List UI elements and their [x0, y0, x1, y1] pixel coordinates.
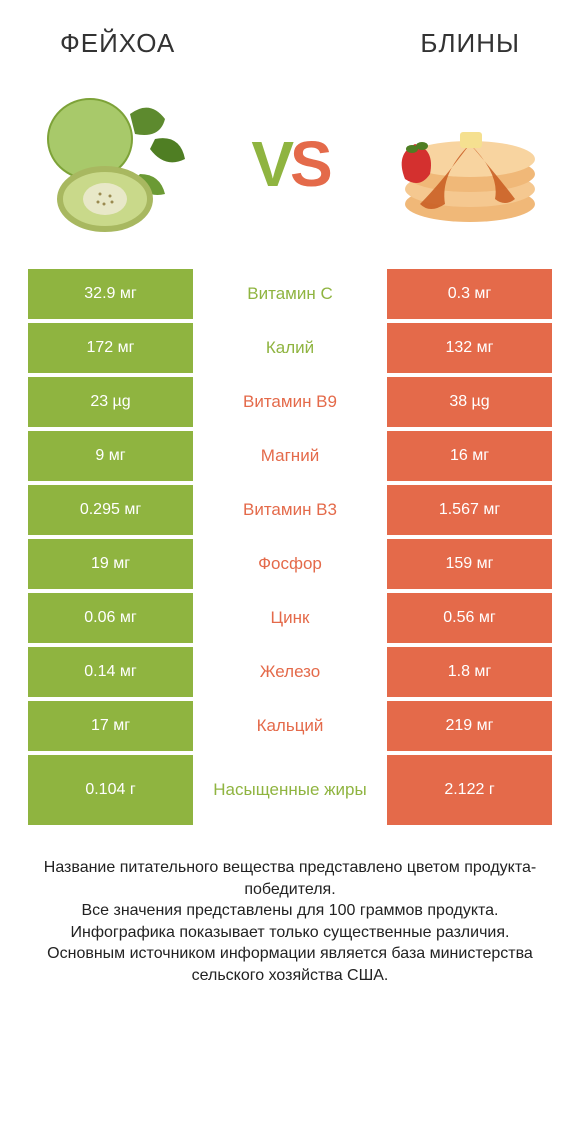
vs-label: VS [251, 127, 328, 201]
value-right: 1.8 мг [387, 647, 552, 697]
value-left: 32.9 мг [28, 269, 193, 319]
table-row: 19 мгФосфор159 мг [28, 539, 552, 589]
value-right: 132 мг [387, 323, 552, 373]
nutrient-name: Витамин C [193, 269, 387, 319]
nutrient-name: Фосфор [193, 539, 387, 589]
table-row: 0.295 мгВитамин B31.567 мг [28, 485, 552, 535]
hero-row: VS [0, 69, 580, 269]
nutrient-name: Насыщенные жиры [193, 755, 387, 825]
table-row: 32.9 мгВитамин C0.3 мг [28, 269, 552, 319]
footer-line: Основным источником информации является … [20, 943, 560, 986]
vs-s: S [290, 128, 329, 200]
table-row: 17 мгКальций219 мг [28, 701, 552, 751]
footer-line: Все значения представлены для 100 граммо… [20, 900, 560, 922]
value-right: 0.56 мг [387, 593, 552, 643]
value-left: 23 µg [28, 377, 193, 427]
pancakes-image [370, 84, 550, 244]
value-left: 9 мг [28, 431, 193, 481]
value-left: 0.14 мг [28, 647, 193, 697]
feijoa-image [30, 84, 210, 244]
nutrient-name: Витамин B9 [193, 377, 387, 427]
value-right: 1.567 мг [387, 485, 552, 535]
table-row: 0.14 мгЖелезо1.8 мг [28, 647, 552, 697]
value-right: 16 мг [387, 431, 552, 481]
nutrient-name: Витамин B3 [193, 485, 387, 535]
footer-note: Название питательного вещества представл… [0, 829, 580, 987]
nutrient-name: Магний [193, 431, 387, 481]
table-row: 0.104 гНасыщенные жиры2.122 г [28, 755, 552, 825]
value-right: 38 µg [387, 377, 552, 427]
nutrient-name: Калий [193, 323, 387, 373]
value-left: 0.06 мг [28, 593, 193, 643]
table-row: 9 мгМагний16 мг [28, 431, 552, 481]
table-row: 23 µgВитамин B938 µg [28, 377, 552, 427]
value-right: 2.122 г [387, 755, 552, 825]
nutrient-name: Железо [193, 647, 387, 697]
title-right: БЛИНЫ [420, 28, 520, 59]
vs-v: V [251, 128, 290, 200]
footer-line: Название питательного вещества представл… [20, 857, 560, 900]
value-right: 0.3 мг [387, 269, 552, 319]
nutrient-name: Кальций [193, 701, 387, 751]
header: ФЕЙХОА БЛИНЫ [0, 0, 580, 69]
nutrient-name: Цинк [193, 593, 387, 643]
value-left: 17 мг [28, 701, 193, 751]
table-row: 0.06 мгЦинк0.56 мг [28, 593, 552, 643]
value-right: 159 мг [387, 539, 552, 589]
comparison-table: 32.9 мгВитамин C0.3 мг172 мгКалий132 мг2… [0, 269, 580, 825]
value-left: 19 мг [28, 539, 193, 589]
value-right: 219 мг [387, 701, 552, 751]
value-left: 0.104 г [28, 755, 193, 825]
value-left: 0.295 мг [28, 485, 193, 535]
footer-line: Инфографика показывает только существенн… [20, 922, 560, 944]
value-left: 172 мг [28, 323, 193, 373]
title-left: ФЕЙХОА [60, 28, 175, 59]
table-row: 172 мгКалий132 мг [28, 323, 552, 373]
